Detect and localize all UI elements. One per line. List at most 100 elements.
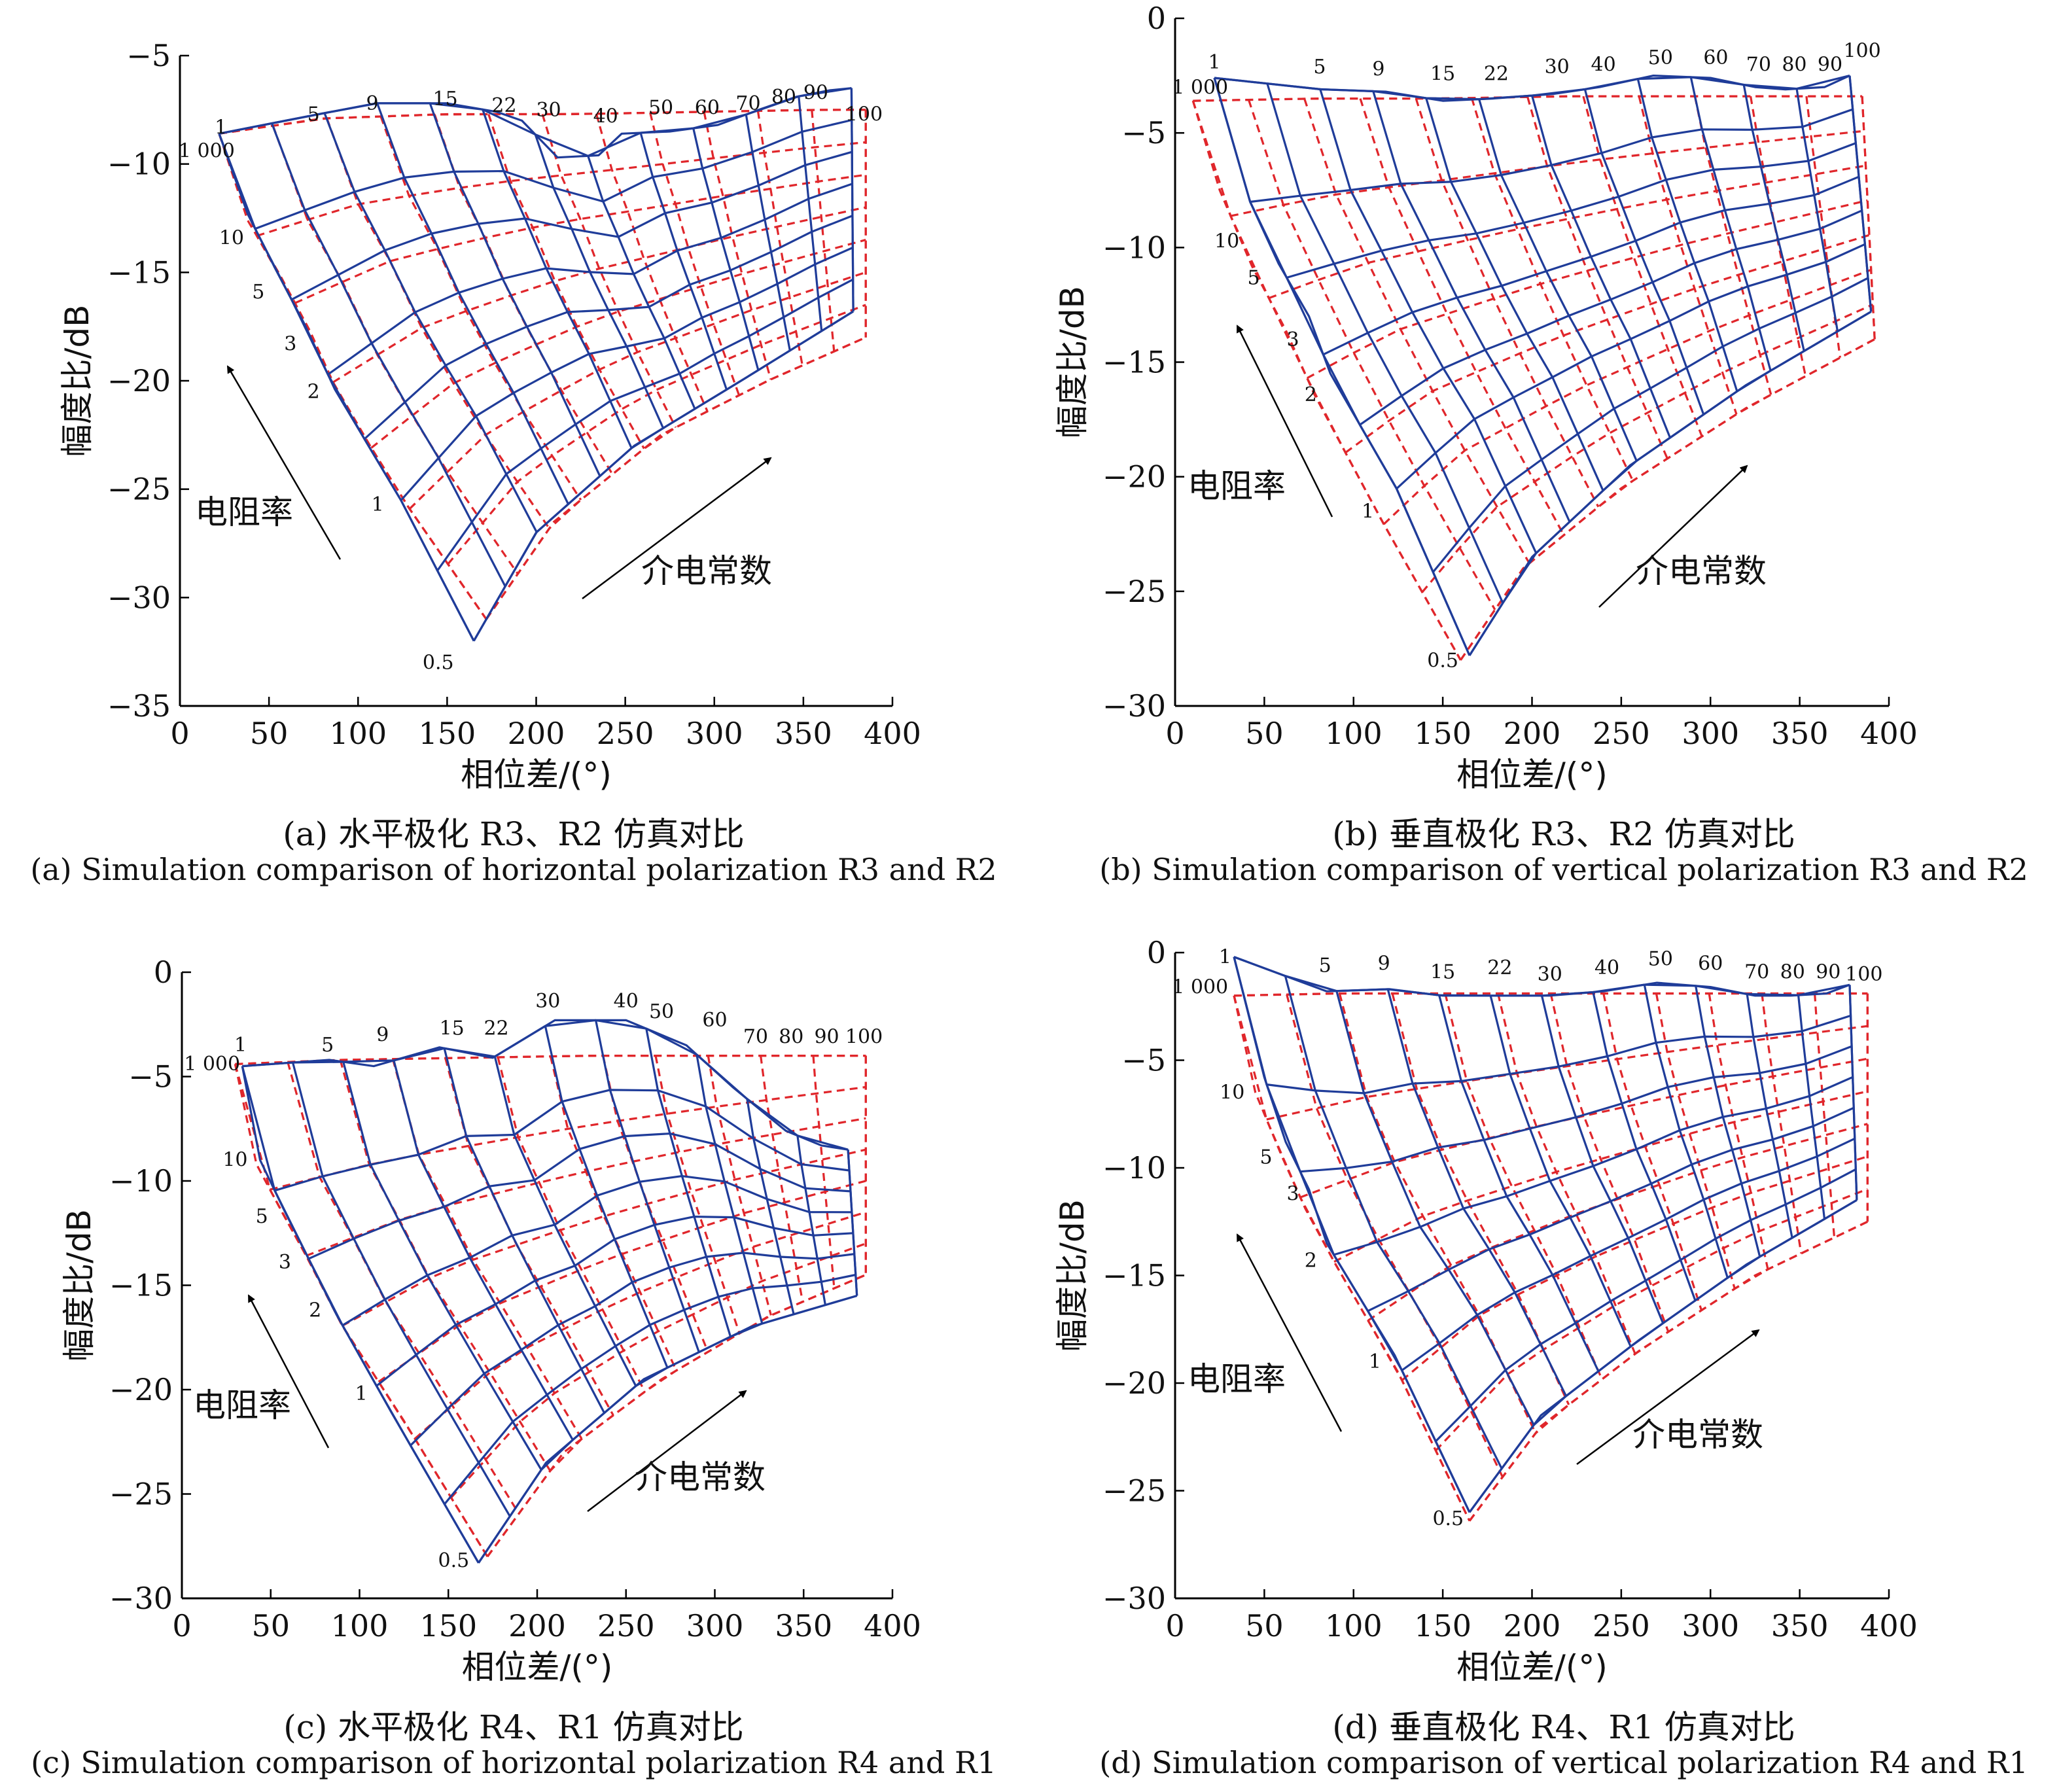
resistivity-label: 电阻率 <box>1188 467 1286 505</box>
dashed-grid-resistivity-line <box>414 1211 866 1440</box>
caption-d-en: (d) Simulation comparison of vertical po… <box>1099 1745 2028 1780</box>
grid-value-label: 15 <box>440 1017 465 1040</box>
y-axis-label: 幅度比/dB <box>1053 286 1091 438</box>
grid-value-label: 9 <box>376 1023 389 1046</box>
dashed-grid-resistivity-line <box>1460 338 1875 661</box>
solid-grid-permittivity-line <box>587 155 696 410</box>
x-tick-label: 150 <box>419 1608 477 1643</box>
solid-grid-permittivity-line <box>692 128 760 371</box>
grid-value-label: 2 <box>1305 1249 1317 1272</box>
grid-value-label: 100 <box>1845 963 1882 986</box>
solid-grid-resistivity-line <box>255 118 853 230</box>
dashed-grid-permittivity-line <box>1359 98 1565 536</box>
grid-value-label: 60 <box>702 1009 727 1032</box>
x-tick-label: 350 <box>775 1608 832 1643</box>
y-tick-label: −25 <box>1102 1473 1166 1509</box>
solid-grid-permittivity-line <box>595 1020 700 1353</box>
solid-grid-permittivity-line <box>798 96 823 332</box>
dashed-grid-resistivity-line <box>447 304 866 565</box>
resistivity-label: 电阻率 <box>195 493 293 531</box>
solid-grid-permittivity-line <box>1695 985 1761 1257</box>
chart-panel-d: 0 50 100 150 200 250 300 350 400−30−25−20−15−10−… <box>1053 935 1918 1686</box>
dashed-grid-permittivity-line <box>649 113 741 396</box>
dashed-grid-permittivity-line <box>1415 98 1600 508</box>
x-tick-label: 400 <box>1860 716 1918 751</box>
x-tick-label: 150 <box>1414 716 1471 751</box>
dashed-grid-boundary-top <box>235 1055 866 1065</box>
chart-panel-a: 0 50 100 150 200 250 300 350 400−35−30−25−20−15−… <box>58 38 921 794</box>
dashed-grid-permittivity-line <box>1805 96 1841 358</box>
grid-value-label: 1 <box>1362 501 1374 523</box>
dashed-grid-permittivity-line <box>1233 995 1471 1522</box>
y-tick-label: 0 <box>1147 935 1166 970</box>
solid-grid-boundary-top <box>219 87 852 159</box>
dashed-grid-permittivity-line <box>812 1055 836 1289</box>
dashed-grid-permittivity-line <box>1693 96 1772 395</box>
solid-grid-resistivity-line <box>472 310 854 642</box>
dashed-grid-permittivity-line <box>1286 994 1504 1478</box>
grid-value-label: 30 <box>536 99 561 122</box>
grid-value-label: 9 <box>1372 58 1384 81</box>
solid-grid-resistivity-line <box>274 1089 850 1192</box>
y-tick-label: 0 <box>154 955 173 990</box>
dashed-grid-permittivity-line <box>1247 99 1496 610</box>
solid-grid-permittivity-line <box>393 1060 574 1441</box>
y-tick-label: −5 <box>126 38 171 73</box>
grid-value-label: 90 <box>814 1025 839 1048</box>
x-tick-label: 250 <box>597 716 654 751</box>
solid-grid-permittivity-line <box>1335 991 1535 1426</box>
solid-grid-permittivity-line <box>796 1135 826 1305</box>
x-axis-label: 相位差/(°) <box>462 1648 613 1686</box>
dashed-grid-resistivity-line <box>1333 1090 1868 1263</box>
dashed-grid-permittivity-line <box>339 1059 552 1471</box>
dashed-grid-permittivity-line <box>1761 993 1803 1254</box>
grid-value-label: 5 <box>256 1205 268 1228</box>
solid-grid-permittivity-line <box>291 1062 511 1517</box>
solid-grid-permittivity-line <box>1746 994 1793 1239</box>
permittivity-arrow <box>1598 465 1748 608</box>
grid-value-label: 3 <box>279 1251 291 1274</box>
grid-value-label: 100 <box>845 1025 883 1048</box>
dashed-grid-permittivity-line <box>811 109 836 352</box>
dashed-grid-permittivity-line <box>707 1055 772 1316</box>
grid-value-label: 22 <box>1484 63 1509 86</box>
solid-grid-permittivity-line <box>1372 90 1571 523</box>
solid-grid-permittivity-line <box>429 103 601 477</box>
solid-grid-permittivity-line <box>1489 995 1632 1347</box>
x-tick-label: 400 <box>864 1608 921 1643</box>
x-axis-label: 相位差/(°) <box>1456 756 1608 794</box>
y-tick-label: −30 <box>1102 1581 1166 1616</box>
dashed-grid-permittivity-line <box>287 1061 520 1515</box>
dashed-grid-permittivity-line <box>654 1055 741 1334</box>
dashed-grid-resistivity-line <box>1435 1187 1868 1452</box>
solid-grid-permittivity-line <box>1742 84 1805 351</box>
grid-value-label: 100 <box>845 103 883 126</box>
y-tick-label: −35 <box>107 688 171 724</box>
solid-grid-permittivity-line <box>1266 83 1504 604</box>
grid-value-label: 2 <box>308 381 320 404</box>
x-tick-label: 100 <box>329 716 387 751</box>
dashed-grid-boundary-left <box>1191 100 1462 661</box>
x-tick-label: 300 <box>686 1608 744 1643</box>
grid-value-label: 1 <box>372 493 384 516</box>
y-tick-label: −5 <box>1121 1043 1166 1078</box>
y-tick-label: −15 <box>109 1268 173 1303</box>
grid-value-label: 5 <box>321 1034 334 1057</box>
caption-d-zh: (d) 垂直极化 R4、R1 仿真对比 <box>1332 1708 1795 1746</box>
solid-grid-permittivity-line <box>218 133 475 642</box>
solid-grid-boundary-left <box>1233 957 1471 1513</box>
y-tick-label: −5 <box>1121 115 1166 150</box>
grid-value-label: 5 <box>252 281 264 304</box>
grid-value-label: 90 <box>803 81 828 104</box>
x-tick-label: 50 <box>250 716 289 751</box>
dashed-grid-resistivity-line <box>1307 199 1868 379</box>
x-tick-label: 0 <box>170 716 189 751</box>
grid-value-label: 60 <box>1698 952 1723 975</box>
permittivity-arrow <box>582 457 772 600</box>
dashed-grid-permittivity-line <box>1602 993 1703 1311</box>
x-tick-label: 50 <box>1245 716 1284 751</box>
grid-value-label: 0.5 <box>438 1549 470 1572</box>
solid-grid-permittivity-line <box>1592 992 1697 1301</box>
solid-grid-permittivity-line <box>1797 994 1826 1220</box>
solid-grid <box>218 87 854 642</box>
